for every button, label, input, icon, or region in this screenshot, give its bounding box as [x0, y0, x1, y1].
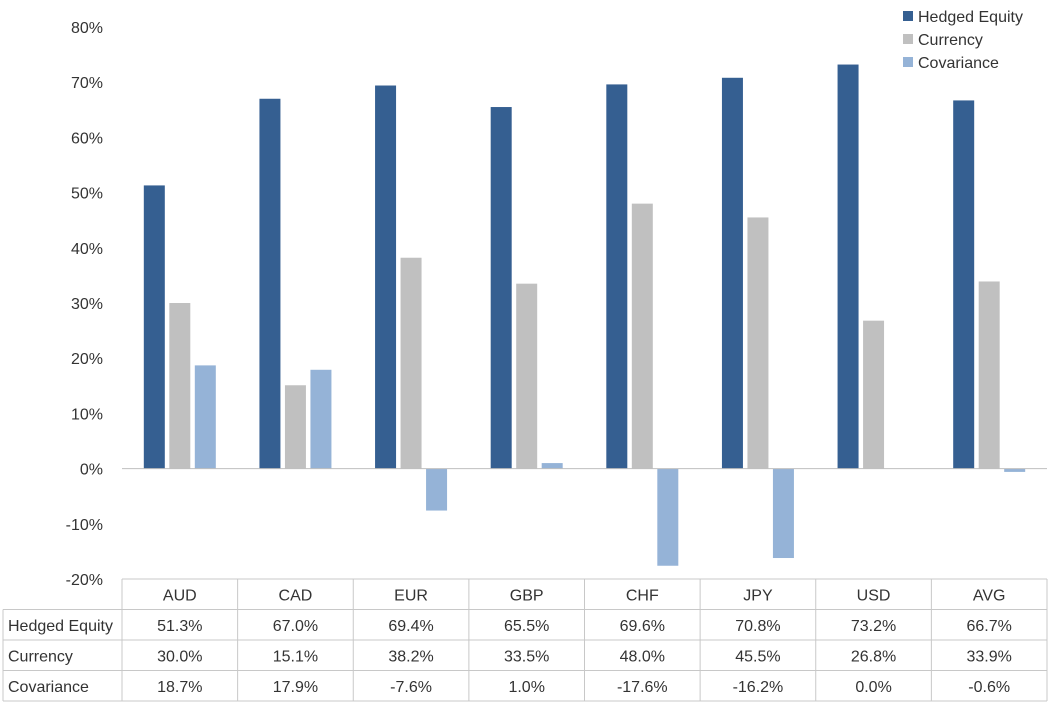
category-label: GBP [510, 587, 544, 604]
data-label: 33.5% [504, 648, 549, 665]
bar-currency-gbp [516, 283, 538, 469]
data-label: 66.7% [967, 618, 1012, 635]
bar-covariance-jpy [772, 468, 794, 559]
bar-covariance-cad [310, 369, 332, 469]
bar-hedged-equity-cad [259, 98, 281, 469]
legend-label: Hedged Equity [918, 9, 1023, 26]
bar-covariance-avg [1004, 468, 1026, 472]
data-label: 1.0% [508, 679, 544, 696]
y-tick-label: 60% [71, 130, 103, 147]
y-tick-label: 70% [71, 75, 103, 92]
bar-hedged-equity-gbp [490, 107, 512, 469]
data-label: 70.8% [735, 618, 780, 635]
bar-currency-cad [284, 385, 306, 469]
bar-currency-aud [169, 303, 191, 469]
bar-covariance-eur [426, 468, 448, 511]
data-label: 30.0% [157, 648, 202, 665]
legend: Hedged Equity Currency Covariance [903, 9, 1023, 72]
data-label: 69.4% [388, 618, 433, 635]
legend-label: Currency [918, 32, 983, 49]
category-label: AVG [973, 587, 1006, 604]
table-series-name: Hedged Equity [8, 618, 113, 635]
category-label: CHF [626, 587, 659, 604]
data-label: 48.0% [620, 648, 665, 665]
data-label: -17.6% [617, 679, 668, 696]
y-tick-label: -10% [66, 517, 103, 534]
bars [143, 64, 1026, 566]
bar-covariance-aud [194, 365, 216, 469]
table-series-name: Covariance [8, 679, 89, 696]
data-label: 26.8% [851, 648, 896, 665]
data-label: 67.0% [273, 618, 318, 635]
bar-hedged-equity-chf [606, 84, 628, 469]
y-tick-label: -20% [66, 572, 103, 589]
data-table: AUD CAD EUR GBP CHF JPY USD AVG Hedged Equity 51.… [2, 578, 1048, 702]
data-label: 17.9% [273, 679, 318, 696]
y-tick-label: 20% [71, 351, 103, 368]
legend-swatch [903, 34, 913, 44]
y-tick-label: 50% [71, 186, 103, 203]
category-label: AUD [163, 587, 197, 604]
data-label: 33.9% [967, 648, 1012, 665]
data-label: -0.6% [968, 679, 1010, 696]
category-label: CAD [279, 587, 313, 604]
y-axis: 80% 70% 60% 50% 40% 30% 20% 10% 0% -10% -20% [66, 20, 103, 589]
bar-hedged-equity-jpy [721, 77, 743, 469]
bar-hedged-equity-aud [143, 185, 165, 469]
data-label: 38.2% [388, 648, 433, 665]
data-label: -7.6% [390, 679, 432, 696]
bar-currency-eur [400, 257, 422, 469]
bar-hedged-equity-avg [953, 100, 975, 469]
bar-currency-jpy [747, 217, 769, 469]
legend-swatch [903, 11, 913, 21]
data-label: 15.1% [273, 648, 318, 665]
bar-currency-chf [631, 203, 653, 469]
category-label: JPY [743, 587, 773, 604]
data-label: 45.5% [735, 648, 780, 665]
y-tick-label: 0% [80, 462, 103, 479]
bar-covariance-chf [657, 468, 679, 566]
y-tick-label: 30% [71, 296, 103, 313]
data-label: 0.0% [855, 679, 891, 696]
data-label: 18.7% [157, 679, 202, 696]
data-label: 69.6% [620, 618, 665, 635]
data-label: 51.3% [157, 618, 202, 635]
bar-hedged-equity-usd [837, 64, 859, 469]
legend-label: Covariance [918, 55, 999, 72]
category-label: EUR [394, 587, 428, 604]
table-series-name: Currency [8, 648, 73, 665]
legend-swatch [903, 57, 913, 67]
data-label: 65.5% [504, 618, 549, 635]
bar-currency-avg [978, 281, 1000, 469]
y-tick-label: 40% [71, 241, 103, 258]
y-tick-label: 80% [71, 20, 103, 37]
bar-currency-usd [863, 320, 885, 469]
data-label: -16.2% [733, 679, 784, 696]
category-label: USD [857, 587, 891, 604]
data-label: 73.2% [851, 618, 896, 635]
y-tick-label: 10% [71, 406, 103, 423]
bar-hedged-equity-eur [375, 85, 397, 469]
bar-covariance-gbp [541, 463, 563, 469]
